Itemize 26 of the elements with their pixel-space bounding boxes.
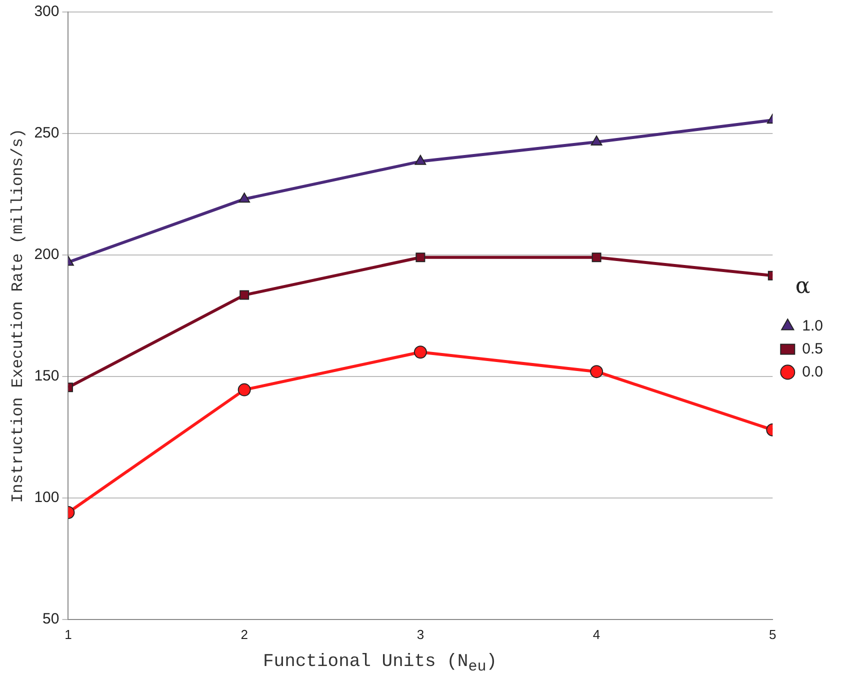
x-tick-label: 1 [64, 626, 72, 642]
point [238, 383, 251, 396]
x-tick-label: 4 [592, 626, 600, 642]
x-tick-label: 5 [769, 626, 776, 642]
point [240, 290, 250, 300]
y-tick-label: 250 [34, 124, 60, 142]
y-tick-label: 300 [34, 3, 60, 20]
point [238, 192, 250, 203]
point [590, 135, 602, 146]
y-axis-title: Instruction Execution Rate (millions/s) [8, 128, 27, 503]
point [590, 365, 604, 378]
y-tick-label: 100 [34, 489, 60, 506]
legend-label: 0.0 [802, 363, 824, 380]
legend-label: 0.5 [802, 340, 824, 358]
point [416, 252, 426, 262]
x-tick-label: 3 [416, 626, 424, 642]
y-tick-label: 150 [34, 368, 60, 385]
legend-label: 1.0 [802, 317, 824, 334]
point [592, 252, 602, 262]
y-tick-label: 50 [42, 610, 60, 628]
x-tick-label: 2 [240, 626, 248, 642]
y-tick-label: 200 [34, 246, 60, 264]
x-axis-title: Functional Units (N$_{eu}$) [262, 652, 498, 676]
legend-title: α [795, 274, 810, 300]
point [414, 154, 426, 165]
point [414, 346, 427, 359]
